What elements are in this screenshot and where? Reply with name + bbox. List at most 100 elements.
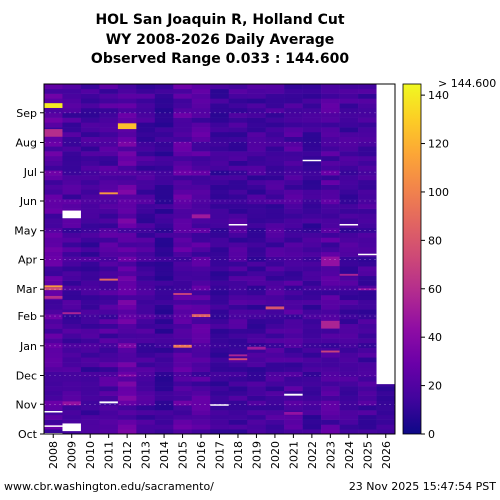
heat-cell bbox=[339, 347, 359, 353]
heat-cell bbox=[247, 194, 266, 200]
heat-cell bbox=[228, 270, 248, 277]
heat-cell bbox=[302, 179, 322, 185]
heat-cell bbox=[265, 184, 285, 190]
heat-cell bbox=[265, 136, 285, 142]
heat-cell bbox=[62, 357, 82, 363]
heat-cell bbox=[265, 227, 285, 233]
heat-cell bbox=[247, 136, 266, 142]
heat-cell bbox=[302, 194, 322, 200]
heat-cell bbox=[339, 117, 359, 123]
heat-cell bbox=[210, 136, 230, 142]
heat-cell bbox=[99, 112, 119, 118]
heat-cell bbox=[173, 160, 193, 166]
heat-cell bbox=[44, 290, 63, 296]
heat-cell bbox=[173, 285, 193, 291]
heat-cell bbox=[154, 362, 174, 368]
colorbar-tick-label-20: 20 bbox=[428, 380, 442, 393]
heat-cell bbox=[80, 146, 100, 152]
heat-cell bbox=[173, 112, 193, 118]
heat-cell bbox=[44, 237, 63, 243]
heat-cell bbox=[191, 333, 211, 339]
heat-cell bbox=[117, 357, 137, 363]
heat-cell bbox=[117, 376, 137, 382]
heat-cell bbox=[154, 160, 174, 166]
heat-cell bbox=[358, 405, 377, 411]
heat-cell bbox=[358, 117, 377, 123]
heat-cell bbox=[191, 203, 211, 209]
heat-cell bbox=[62, 194, 82, 200]
x-tick-label-2009: 2009 bbox=[66, 441, 79, 469]
heat-cell bbox=[44, 151, 63, 157]
heat-cell bbox=[136, 410, 156, 416]
heat-cell bbox=[358, 203, 377, 209]
heat-cell bbox=[44, 414, 63, 420]
heat-cell bbox=[376, 424, 396, 430]
heat-cell bbox=[136, 318, 156, 325]
heat-cell bbox=[228, 184, 248, 190]
heat-cell bbox=[284, 256, 303, 262]
heat-cell bbox=[210, 175, 230, 181]
heat-cell bbox=[284, 175, 303, 181]
heat-cell bbox=[80, 203, 100, 209]
heat-cell bbox=[339, 275, 359, 281]
heat-cell bbox=[99, 165, 119, 171]
heat-cell bbox=[339, 189, 359, 195]
heat-cell bbox=[136, 160, 156, 166]
heat-cell bbox=[191, 347, 211, 353]
heat-cell bbox=[44, 333, 63, 339]
heat-cell bbox=[99, 352, 119, 358]
heat-cell bbox=[117, 429, 137, 435]
heat-cell bbox=[136, 155, 156, 162]
heat-cell bbox=[44, 419, 63, 425]
heat-cell bbox=[228, 122, 248, 128]
heat-cell bbox=[62, 381, 82, 387]
heat-cell bbox=[247, 285, 266, 291]
heat-cell bbox=[302, 261, 322, 267]
heat-cell bbox=[191, 184, 211, 190]
heat-cell bbox=[117, 84, 137, 90]
heat-cell bbox=[191, 366, 211, 372]
heat-cell bbox=[80, 232, 100, 238]
heat-cell bbox=[358, 381, 377, 387]
heat-cell bbox=[99, 338, 119, 344]
heat-cell bbox=[62, 155, 82, 162]
heat-cell bbox=[44, 165, 63, 171]
heat-cell bbox=[210, 333, 230, 339]
heat-cell bbox=[117, 170, 137, 176]
heat-cell bbox=[80, 362, 100, 368]
heat-cell bbox=[321, 127, 340, 133]
heat-cell bbox=[376, 386, 396, 392]
heat-cell bbox=[154, 251, 174, 257]
heat-cell bbox=[136, 184, 156, 190]
heat-cell bbox=[136, 280, 156, 286]
heat-cell bbox=[154, 366, 174, 372]
heat-cell bbox=[265, 371, 285, 377]
heat-cell bbox=[265, 112, 285, 118]
heat-cell bbox=[136, 338, 156, 344]
heat-cell bbox=[358, 424, 377, 430]
heat-cell bbox=[265, 333, 285, 339]
heat-cell bbox=[44, 357, 63, 363]
heat-cell bbox=[339, 371, 359, 377]
heat-cell bbox=[321, 390, 340, 396]
heat-cell bbox=[62, 146, 82, 152]
heat-cell bbox=[284, 242, 303, 248]
heat-cell bbox=[321, 203, 340, 209]
heat-cell bbox=[339, 199, 359, 205]
heat-cell bbox=[80, 93, 100, 99]
heat-cell bbox=[154, 323, 174, 329]
heat-cell bbox=[228, 107, 248, 114]
heat-cell bbox=[358, 103, 377, 109]
heat-cell bbox=[302, 376, 322, 382]
heat-cell bbox=[62, 390, 82, 396]
heat-cell bbox=[62, 419, 82, 425]
heat-cell bbox=[210, 347, 230, 353]
heat-cell bbox=[339, 103, 359, 109]
heat-cell bbox=[302, 170, 322, 176]
heat-cell bbox=[99, 155, 119, 162]
heat-cell bbox=[99, 256, 119, 262]
heat-cell bbox=[99, 285, 119, 291]
heat-cell bbox=[358, 247, 377, 253]
heat-cell bbox=[358, 93, 377, 99]
heat-cell bbox=[62, 103, 82, 109]
